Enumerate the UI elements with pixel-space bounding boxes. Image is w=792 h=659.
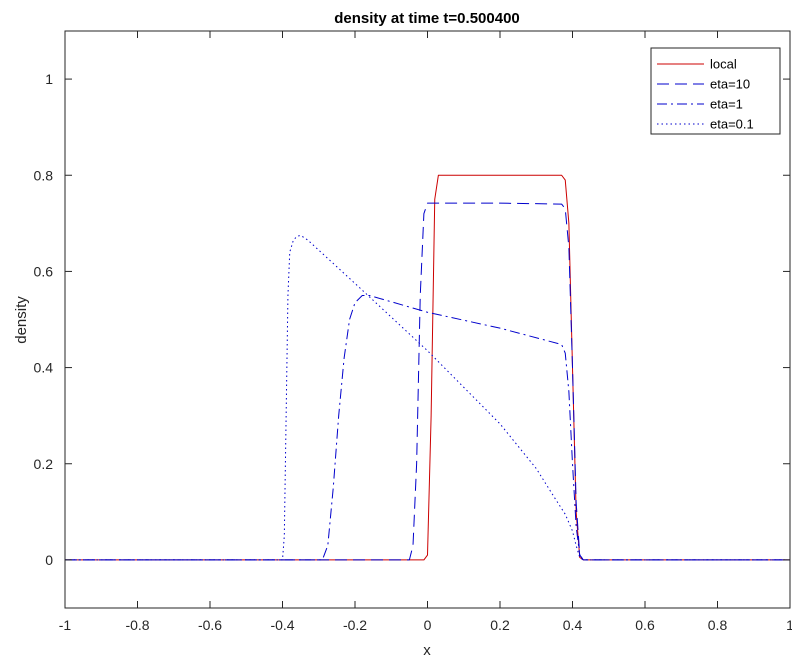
y-tick-label: 0 [45, 552, 53, 568]
y-axis-label: density [13, 296, 30, 344]
tick-layer: -1 -0.8 -0.6 -0.4 -0.2 0 0.2 0.4 0.6 0.8 1 0 0.2 0.4 0… [34, 31, 792, 633]
legend-label: eta=10 [710, 77, 750, 92]
legend-box [650, 47, 781, 135]
x-tick-label: -0.8 [125, 617, 149, 633]
series-line-eta-10 [65, 202, 790, 561]
x-tick-label: 0.8 [708, 617, 728, 633]
x-tick-label: 0.6 [635, 617, 655, 633]
x-tick-label: 0.2 [490, 617, 510, 633]
legend-label: eta=1 [710, 97, 743, 112]
x-tick-label: 1 [786, 617, 792, 633]
x-tick-label: -1 [59, 617, 72, 633]
y-tick-label: 1 [45, 71, 53, 87]
chart-title: density at time t=0.500400 [334, 10, 520, 27]
x-tick-label: -0.2 [343, 617, 367, 633]
y-tick-label: 0.6 [34, 263, 54, 279]
x-tick-label: -0.4 [270, 617, 294, 633]
x-axis-label: x [423, 642, 431, 659]
series-line-eta-0-1 [65, 234, 790, 561]
series-layer [65, 174, 790, 561]
legend: local eta=10 eta=1 eta=0.1 [650, 47, 781, 135]
y-tick-label: 0.4 [34, 360, 54, 376]
y-tick-label: 0.2 [34, 456, 54, 472]
legend-label: eta=0.1 [710, 117, 754, 132]
y-tick-label: 0.8 [34, 167, 54, 183]
legend-label: local [710, 57, 737, 72]
x-tick-label: 0.4 [563, 617, 583, 633]
series-line-eta-1 [65, 294, 790, 561]
x-tick-label: 0 [424, 617, 432, 633]
x-tick-label: -0.6 [198, 617, 222, 633]
